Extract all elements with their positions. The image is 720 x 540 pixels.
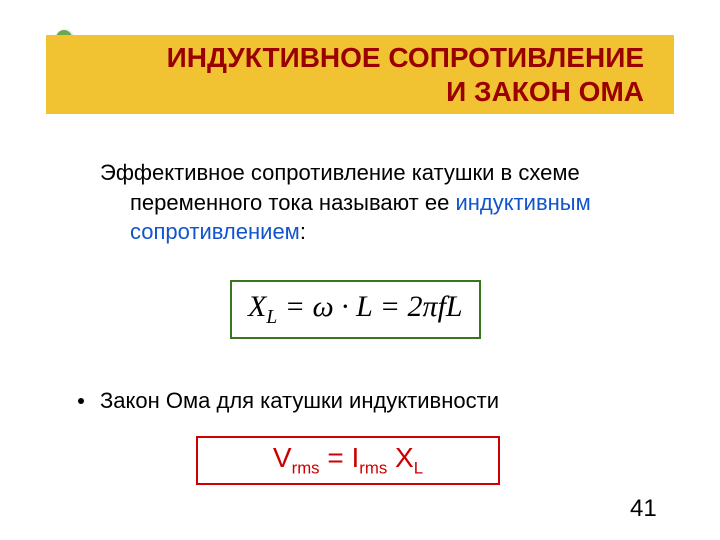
title-line-2: И ЗАКОН ОМА [446,76,644,107]
bullet-ohm-text: Закон Ома для катушки индуктивности [100,388,499,413]
ohm-i: Irms [352,442,388,473]
page-number: 41 [630,495,657,523]
title-line-1: ИНДУКТИВНОЕ СОПРОТИВЛЕНИЕ [167,42,644,73]
ohm-v-sub: rms [292,459,320,478]
ohm-i-sub: rms [359,459,387,478]
body-paragraph: Эффективное сопротивление катушки в схем… [100,158,670,247]
bullet-ohm-law: Закон Ома для катушки индуктивности [100,388,640,414]
ohm-x: XL [395,442,423,473]
formula-box-reactance: XL = ω · L = 2πfL [230,280,481,339]
ohm-v: Vrms [273,442,320,473]
slide: ИНДУКТИВНОЕ СОПРОТИВЛЕНИЕ И ЗАКОН ОМА Эф… [0,0,720,540]
slide-title: ИНДУКТИВНОЕ СОПРОТИВЛЕНИЕ И ЗАКОН ОМА [46,35,674,114]
ohm-eq: = [327,442,351,473]
ohm-x-sub: L [414,459,423,478]
formula-box-ohm: Vrms = Irms XL [196,436,500,485]
formula-reactance-content: XL = ω · L = 2πfL [232,282,479,337]
bullet-marker [78,398,84,404]
body-trailing: : [300,219,306,244]
